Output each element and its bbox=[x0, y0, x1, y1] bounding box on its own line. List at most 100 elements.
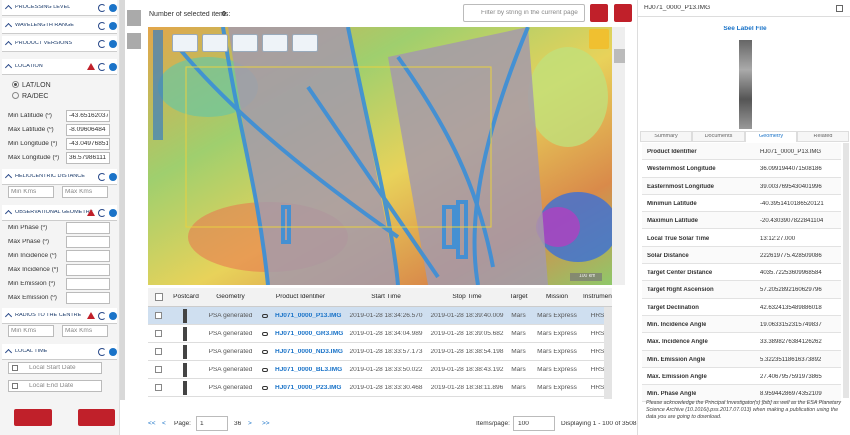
reset-button[interactable] bbox=[78, 409, 115, 426]
warning-icon bbox=[87, 209, 95, 216]
edit-button[interactable] bbox=[127, 33, 141, 49]
checkbox[interactable] bbox=[155, 312, 162, 319]
input-box[interactable] bbox=[62, 186, 108, 198]
product-link[interactable]: HJ071_0000_P13.IMG bbox=[275, 313, 342, 319]
table-row[interactable] bbox=[148, 325, 604, 343]
input-box[interactable] bbox=[8, 362, 102, 374]
download-button[interactable] bbox=[590, 4, 608, 22]
filter-input[interactable] bbox=[463, 4, 585, 22]
label-link[interactable]: See Label File bbox=[723, 26, 767, 32]
detail-row bbox=[642, 368, 841, 386]
map-tool[interactable] bbox=[292, 34, 318, 52]
detail-key: Max. Incidence Angle bbox=[647, 339, 708, 346]
refresh-icon[interactable] bbox=[98, 312, 106, 320]
product-link[interactable]: HJ071_0000_P23.IMG bbox=[275, 385, 342, 391]
cart-button[interactable] bbox=[614, 4, 632, 22]
input-box[interactable] bbox=[66, 124, 110, 136]
cell: 2019-01-28 18:33:30.468 bbox=[349, 385, 423, 391]
help-icon[interactable] bbox=[109, 4, 117, 12]
table-row[interactable] bbox=[148, 361, 604, 379]
field-label: Min Latitude (º) bbox=[8, 113, 52, 119]
tab[interactable] bbox=[797, 131, 849, 142]
refresh-icon[interactable] bbox=[98, 348, 106, 356]
input-box[interactable] bbox=[66, 292, 110, 304]
checkbox[interactable] bbox=[155, 366, 162, 373]
column-header: Geometry bbox=[216, 294, 245, 300]
map-tool[interactable] bbox=[232, 34, 258, 52]
refresh-icon[interactable] bbox=[98, 173, 106, 181]
detail-scrollbar bbox=[843, 143, 849, 398]
layers-button[interactable] bbox=[589, 29, 609, 49]
input-box[interactable] bbox=[66, 110, 110, 122]
checkbox[interactable] bbox=[155, 348, 162, 355]
radio[interactable] bbox=[12, 81, 19, 88]
help-icon[interactable] bbox=[109, 40, 117, 48]
refresh-icon[interactable] bbox=[98, 209, 106, 217]
side-strip bbox=[612, 27, 625, 285]
field-label: Min Emission (º) bbox=[8, 281, 56, 287]
placeholder: Max Kms bbox=[65, 189, 93, 195]
radio[interactable] bbox=[12, 92, 19, 99]
help-icon[interactable] bbox=[109, 312, 117, 320]
refresh-icon[interactable] bbox=[98, 63, 106, 71]
table-row[interactable] bbox=[148, 379, 604, 397]
input-box[interactable] bbox=[8, 325, 54, 337]
cell: Mars Express bbox=[537, 349, 577, 355]
pager-last[interactable]: >> bbox=[262, 421, 270, 427]
pager-next[interactable]: > bbox=[248, 421, 252, 427]
help-icon[interactable] bbox=[109, 173, 117, 181]
map-tool[interactable] bbox=[262, 34, 288, 52]
items-select[interactable] bbox=[513, 416, 555, 431]
table-row[interactable] bbox=[148, 343, 604, 361]
close-button[interactable] bbox=[836, 5, 843, 12]
product-link[interactable]: HJ071_0000_ND3.IMG bbox=[275, 349, 343, 355]
map-tool[interactable] bbox=[202, 34, 228, 52]
cell: Mars bbox=[511, 385, 526, 391]
column-header: Instrument bbox=[583, 294, 612, 300]
collapse-button[interactable] bbox=[127, 10, 141, 26]
refresh-icon[interactable] bbox=[98, 4, 106, 12]
refresh-icon[interactable] bbox=[98, 22, 106, 30]
help-icon[interactable] bbox=[109, 63, 117, 71]
input-box[interactable] bbox=[66, 250, 110, 262]
panel-toggle[interactable] bbox=[614, 49, 625, 63]
input-box[interactable] bbox=[8, 186, 54, 198]
refresh-icon[interactable] bbox=[98, 40, 106, 48]
field-label: Min Incidence (º) bbox=[8, 253, 57, 259]
input-box[interactable] bbox=[66, 138, 110, 150]
input-box[interactable] bbox=[66, 236, 110, 248]
pager-first[interactable]: << bbox=[148, 421, 156, 427]
selected-count: 0 bbox=[222, 11, 226, 18]
tab[interactable] bbox=[640, 131, 692, 142]
checkbox[interactable] bbox=[155, 330, 162, 337]
page-input[interactable] bbox=[196, 416, 228, 431]
tab[interactable] bbox=[745, 131, 797, 142]
help-icon[interactable] bbox=[109, 22, 117, 30]
search-button[interactable] bbox=[14, 409, 52, 426]
pager-prev[interactable]: < bbox=[162, 421, 166, 427]
input-box[interactable] bbox=[8, 380, 102, 392]
help-icon[interactable] bbox=[109, 209, 117, 217]
input-box[interactable] bbox=[66, 152, 110, 164]
input-box[interactable] bbox=[66, 222, 110, 234]
product-link[interactable]: HJ071_0000_BL3.IMG bbox=[275, 367, 343, 373]
input-box[interactable] bbox=[66, 264, 110, 276]
footprints bbox=[176, 27, 530, 285]
detail-key: Max. Emission Angle bbox=[647, 373, 707, 380]
cell: Mars Express bbox=[537, 313, 577, 319]
checkbox[interactable] bbox=[155, 293, 163, 301]
pager-page-label: Page: bbox=[174, 421, 191, 427]
map-tool[interactable] bbox=[172, 34, 198, 52]
tab[interactable] bbox=[692, 131, 745, 142]
postcard bbox=[183, 345, 187, 359]
warning-icon bbox=[87, 312, 95, 319]
table-row[interactable] bbox=[148, 307, 604, 325]
detail-value: 4035.72253609968584 bbox=[760, 270, 822, 277]
cell: Mars bbox=[511, 331, 526, 337]
product-link[interactable]: HJ071_0000_GR3.IMG bbox=[275, 331, 344, 337]
input-box[interactable] bbox=[62, 325, 108, 337]
help-icon[interactable] bbox=[109, 348, 117, 356]
input-box[interactable] bbox=[66, 278, 110, 290]
zoom-control[interactable] bbox=[153, 30, 163, 140]
checkbox[interactable] bbox=[155, 384, 162, 391]
